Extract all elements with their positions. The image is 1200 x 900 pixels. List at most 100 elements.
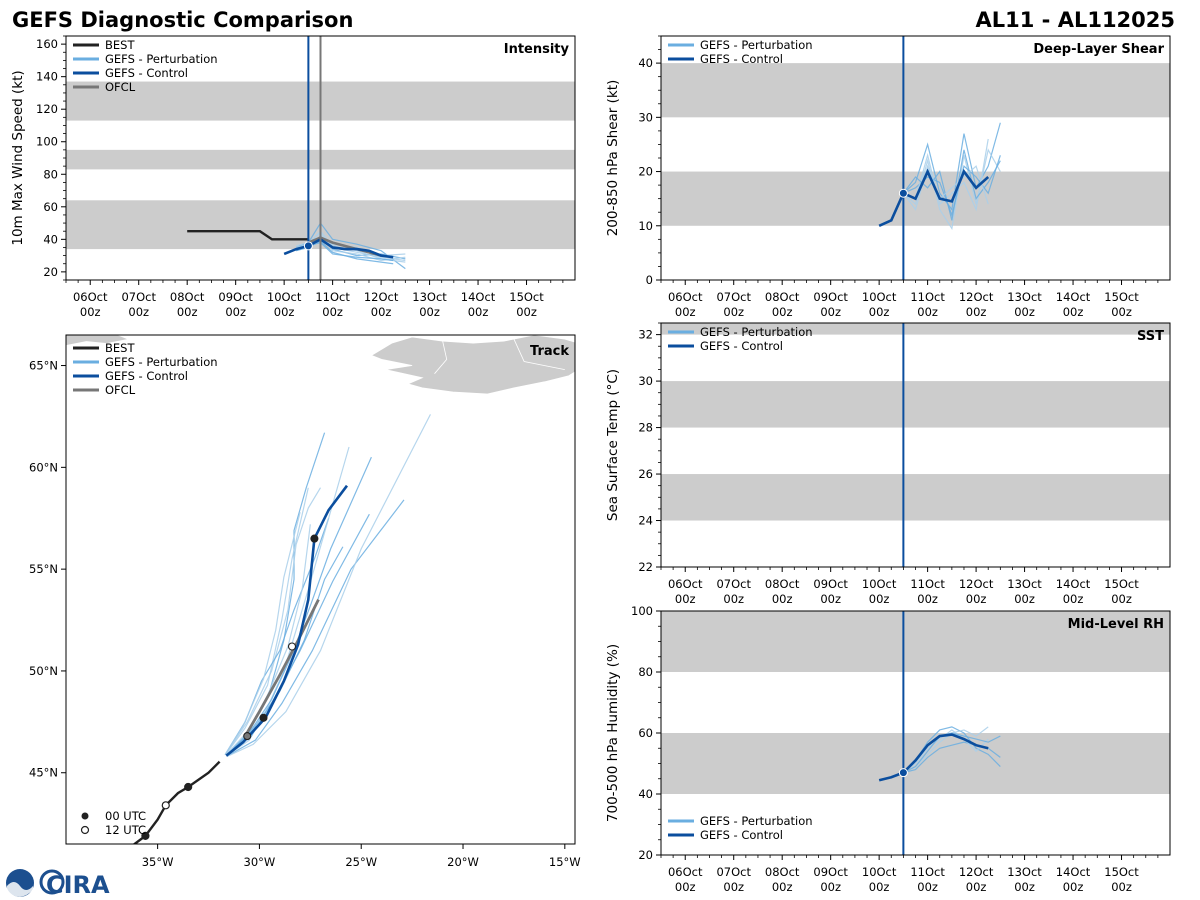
sst-xtick-hour-7: 00z bbox=[1014, 592, 1035, 606]
intensity-legend-label-best: BEST bbox=[105, 38, 135, 52]
shear-series-group bbox=[878, 122, 1001, 231]
track-control-point-0 bbox=[218, 753, 228, 764]
intensity-init-point bbox=[303, 241, 313, 251]
shear-frame bbox=[660, 35, 1171, 281]
shear-xtick-hour-4: 00z bbox=[869, 305, 890, 319]
shear-perturbation-line-0 bbox=[902, 122, 1001, 212]
shear-xtick-hour-0: 00z bbox=[675, 305, 696, 319]
track-perturbation-line-4 bbox=[222, 499, 405, 760]
sst-xtick-hour-8: 00z bbox=[1063, 592, 1084, 606]
shear-ytick-label-3: 30 bbox=[638, 110, 653, 124]
track-perturbation-line-3 bbox=[222, 487, 309, 759]
sst-xtick-hour-6: 00z bbox=[966, 592, 987, 606]
track-map-group bbox=[66, 335, 575, 844]
rh-xtick-day-3: 09Oct bbox=[813, 865, 848, 879]
sst-xtick-day-7: 13Oct bbox=[1007, 577, 1042, 591]
intensity-ytick-label-4: 100 bbox=[36, 135, 58, 149]
sst-ytick-label-0: 22 bbox=[638, 560, 653, 574]
sst-legend-label-perturbation: GEFS - Perturbation bbox=[700, 325, 813, 339]
sst-xtick-hour-3: 00z bbox=[820, 592, 841, 606]
rh-ytick-label-3: 80 bbox=[638, 665, 653, 679]
track-legend-utc00-marker bbox=[81, 812, 89, 820]
track-best-line bbox=[132, 757, 224, 844]
intensity-xtick-hour-4: 00z bbox=[274, 305, 295, 319]
sst-xtick-day-6: 12Oct bbox=[959, 577, 994, 591]
intensity-ytick-label-7: 160 bbox=[36, 37, 58, 51]
track-title: Track bbox=[530, 344, 569, 359]
iceland-border bbox=[513, 338, 565, 371]
shear-xtick-hour-8: 00z bbox=[1063, 305, 1084, 319]
track-perturbation-line-2 bbox=[222, 546, 344, 759]
shear-perturbation-line-4 bbox=[902, 149, 1001, 221]
track-control-point-2 bbox=[259, 713, 268, 722]
rh-xtick-day-0: 06Oct bbox=[668, 865, 703, 879]
sst-xtick-day-2: 08Oct bbox=[765, 577, 800, 591]
intensity-ytick-label-0: 20 bbox=[43, 265, 58, 279]
intensity-xtick-day-2: 08Oct bbox=[170, 290, 205, 304]
shear-ylabel: 200-850 hPa Shear (kt) bbox=[605, 80, 621, 237]
sst-xtick-day-9: 15Oct bbox=[1104, 577, 1139, 591]
sst-ylabel: Sea Surface Temp (°C) bbox=[605, 369, 621, 521]
iceland-landmass bbox=[370, 335, 575, 395]
intensity-legend-label-perturbation: GEFS - Perturbation bbox=[105, 52, 218, 66]
sst-legend-label-control: GEFS - Control bbox=[700, 339, 783, 353]
rh-xtick-day-1: 07Oct bbox=[716, 865, 751, 879]
intensity-xtick-hour-2: 00z bbox=[177, 305, 198, 319]
shear-xtick-day-5: 11Oct bbox=[910, 290, 945, 304]
shear-xtick-day-1: 07Oct bbox=[716, 290, 751, 304]
rh-ytick-label-4: 100 bbox=[631, 604, 653, 618]
sst-xtick-day-1: 07Oct bbox=[716, 577, 751, 591]
intensity-title: Intensity bbox=[504, 42, 570, 57]
figure-title: GEFS Diagnostic Comparison bbox=[12, 8, 353, 32]
rh-control-line bbox=[878, 733, 989, 782]
sst-ytick-label-5: 32 bbox=[638, 328, 653, 342]
track-legend-label-best: BEST bbox=[105, 341, 135, 355]
sst-xtick-hour-0: 00z bbox=[675, 592, 696, 606]
track-legend-label-ofcl: OFCL bbox=[105, 383, 136, 397]
sst-frame bbox=[660, 322, 1171, 568]
sst-xtick-hour-4: 00z bbox=[869, 592, 890, 606]
rh-xtick-day-6: 12Oct bbox=[959, 865, 994, 879]
shear-xtick-day-9: 15Oct bbox=[1104, 290, 1139, 304]
intensity-xtick-hour-7: 00z bbox=[419, 305, 440, 319]
intensity-ylabel: 10m Max Wind Speed (kt) bbox=[10, 70, 26, 245]
intensity-xtick-hour-8: 00z bbox=[468, 305, 489, 319]
sst-xtick-hour-9: 00z bbox=[1111, 592, 1132, 606]
track-control-point-3 bbox=[287, 642, 297, 651]
track-xtick-label-2: 25°W bbox=[345, 855, 377, 869]
shear-control-line bbox=[878, 168, 990, 227]
sst-title: SST bbox=[1137, 329, 1164, 344]
shear-band-1 bbox=[661, 63, 1170, 118]
rh-xtick-hour-0: 00z bbox=[675, 880, 696, 894]
shear-legend-label-control: GEFS - Control bbox=[700, 52, 783, 66]
track-perturbation-line-1 bbox=[222, 487, 322, 759]
track-perturbation-line-9 bbox=[222, 511, 301, 759]
intensity-ytick-label-6: 140 bbox=[36, 70, 58, 84]
intensity-xtick-day-3: 09Oct bbox=[218, 290, 253, 304]
intensity-ytick-label-1: 40 bbox=[43, 232, 58, 246]
shear-panel: 01020304006Oct00z07Oct00z08Oct00z09Oct00… bbox=[605, 35, 1171, 319]
sst-band-1 bbox=[661, 381, 1170, 428]
rh-ytick-label-1: 40 bbox=[638, 787, 653, 801]
cira-logo-text: CIRA bbox=[46, 871, 110, 899]
rh-xtick-day-5: 11Oct bbox=[910, 865, 945, 879]
sst-ytick-label-3: 28 bbox=[638, 421, 653, 435]
rh-xtick-hour-1: 00z bbox=[723, 880, 744, 894]
shear-xtick-hour-1: 00z bbox=[723, 305, 744, 319]
intensity-legend-label-ofcl: OFCL bbox=[105, 80, 136, 94]
rh-title: Mid-Level RH bbox=[1068, 617, 1164, 632]
track-ofcl-line bbox=[243, 599, 320, 737]
track-ytick-label-2: 55°N bbox=[29, 562, 58, 576]
rh-init-point bbox=[898, 768, 908, 778]
shear-xtick-hour-2: 00z bbox=[772, 305, 793, 319]
intensity-xtick-day-0: 06Oct bbox=[73, 290, 108, 304]
shear-xtick-hour-5: 00z bbox=[917, 305, 938, 319]
shear-ytick-label-2: 20 bbox=[638, 165, 653, 179]
sst-ytick-label-4: 30 bbox=[638, 374, 653, 388]
intensity-ytick-label-5: 120 bbox=[36, 102, 58, 116]
intensity-xtick-hour-9: 00z bbox=[516, 305, 537, 319]
track-xtick-label-1: 30°W bbox=[244, 855, 276, 869]
track-perturbation-line-5 bbox=[222, 414, 431, 760]
track-ytick-label-0: 45°N bbox=[29, 766, 58, 780]
rh-xtick-hour-5: 00z bbox=[917, 880, 938, 894]
